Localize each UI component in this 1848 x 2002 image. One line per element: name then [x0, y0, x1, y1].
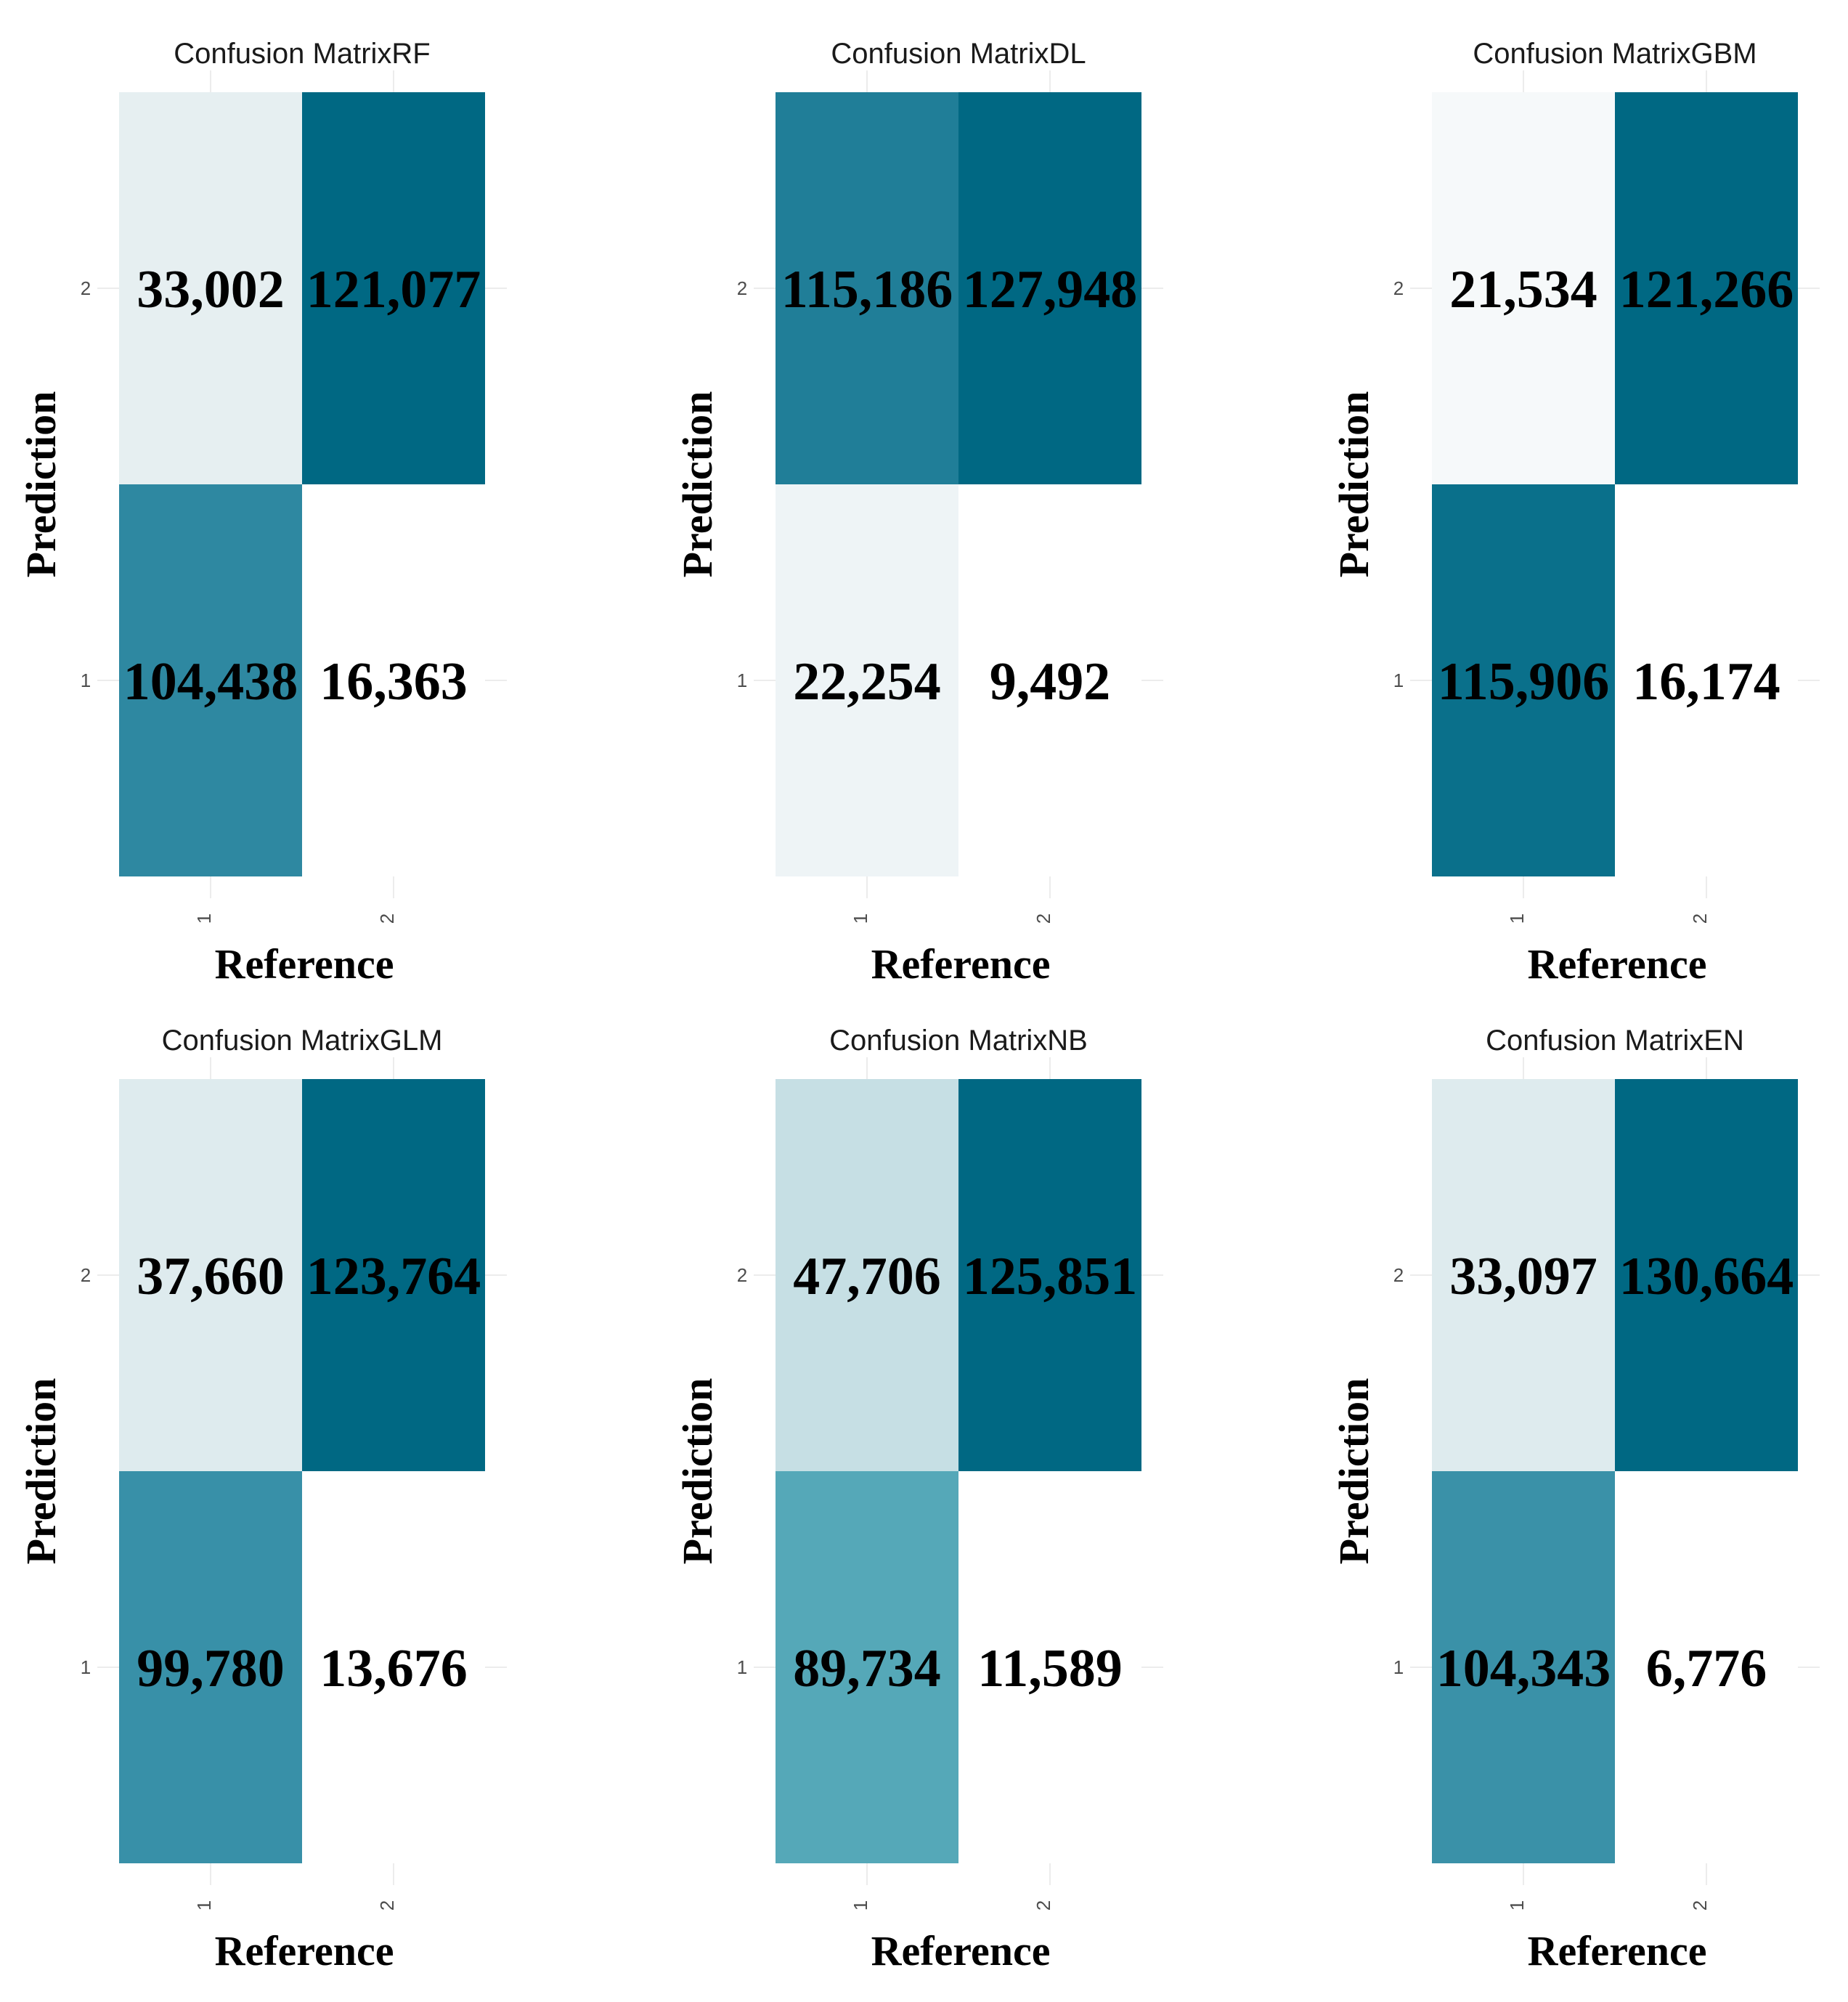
confusion-matrix-panel: Confusion MatrixEN 33,097 130,664 104,343 6,…: [1330, 1025, 1820, 1974]
heatmap-cell: [958, 92, 1141, 484]
heatmap-cell: [776, 1471, 958, 1863]
y-axis-label: Prediction: [674, 391, 721, 578]
y-axis-label: Prediction: [1330, 1378, 1377, 1565]
heatmap-cell: [776, 92, 958, 484]
heatmap-cell: [119, 92, 302, 484]
cell-value-label: 104,438: [123, 652, 298, 712]
heatmap-cell: [776, 1079, 958, 1471]
y-tick-label: 1: [737, 1656, 747, 1678]
heatmap-cell: [776, 484, 958, 876]
cell-value-label: 6,776: [1646, 1639, 1767, 1698]
cell-value-label: 127,948: [963, 260, 1138, 320]
cell-value-label: 11,589: [977, 1639, 1122, 1698]
x-tick-label: 1: [193, 913, 215, 924]
panel-title: Confusion MatrixDL: [831, 38, 1086, 70]
cell-value-label: 16,363: [319, 652, 468, 712]
panel-title: Confusion MatrixGBM: [1473, 38, 1757, 70]
panel-title: Confusion MatrixRF: [174, 38, 430, 70]
cell-value-label: 9,492: [990, 652, 1111, 712]
panel-title: Confusion MatrixNB: [829, 1025, 1088, 1057]
y-tick-label: 2: [1393, 277, 1404, 299]
x-axis-label: Reference: [1528, 940, 1707, 988]
heatmap-cell: [119, 1471, 302, 1863]
x-tick-label: 1: [850, 913, 871, 924]
heatmap-cell: [302, 1079, 485, 1471]
y-axis-label: Prediction: [17, 1378, 65, 1565]
heatmap-cell: [1615, 1471, 1798, 1863]
heatmap-cell: [302, 1471, 485, 1863]
cell-value-label: 121,077: [306, 260, 481, 320]
panel-title: Confusion MatrixGLM: [162, 1025, 443, 1057]
heatmap-cell: [1432, 1079, 1615, 1471]
cell-value-label: 47,706: [793, 1247, 941, 1306]
x-tick-label: 2: [376, 913, 398, 924]
cell-value-label: 121,266: [1619, 260, 1794, 320]
cell-value-label: 13,676: [319, 1639, 468, 1698]
x-axis-label: Reference: [215, 940, 394, 988]
y-tick-label: 2: [737, 277, 747, 299]
x-tick-label: 1: [1506, 1900, 1528, 1911]
heatmap-cell: [1432, 484, 1615, 876]
y-axis-label: Prediction: [674, 1378, 721, 1565]
heatmap-cell: [958, 484, 1141, 876]
y-tick-label: 1: [1393, 670, 1404, 691]
cell-value-label: 104,343: [1436, 1639, 1611, 1698]
x-tick-label: 1: [850, 1900, 871, 1911]
x-axis-label: Reference: [871, 1927, 1051, 1974]
y-tick-label: 2: [737, 1264, 747, 1286]
heatmap-cell: [119, 484, 302, 876]
heatmap-cell: [302, 92, 485, 484]
confusion-matrix-panel: Confusion MatrixNB 47,706 125,851 89,734 11,…: [674, 1025, 1163, 1974]
x-tick-label: 2: [1033, 1900, 1054, 1911]
cell-value-label: 33,002: [137, 260, 285, 320]
cell-value-label: 33,097: [1449, 1247, 1597, 1306]
cell-value-label: 21,534: [1449, 260, 1597, 320]
heatmap-cell: [958, 1079, 1141, 1471]
confusion-matrix-panel: Confusion MatrixGBM 21,534 121,266 115,906 1…: [1330, 38, 1820, 988]
y-tick-label: 2: [1393, 1264, 1404, 1286]
cell-value-label: 125,851: [963, 1247, 1138, 1306]
x-axis-label: Reference: [1528, 1927, 1707, 1974]
heatmap-cell: [1615, 484, 1798, 876]
cell-value-label: 99,780: [137, 1639, 285, 1698]
heatmap-cell: [119, 1079, 302, 1471]
y-tick-label: 1: [1393, 1656, 1404, 1678]
confusion-matrix-panel: Confusion MatrixRF 33,002 121,077 104,438 16…: [17, 38, 507, 988]
confusion-matrix-panel: Confusion MatrixGLM 37,660 123,764 99,780 13…: [17, 1025, 507, 1974]
confusion-matrix-panel: Confusion MatrixDL 115,186 127,948 22,254 9,…: [674, 38, 1163, 988]
x-tick-label: 1: [1506, 913, 1528, 924]
y-axis-label: Prediction: [1330, 391, 1377, 578]
cell-value-label: 115,906: [1438, 652, 1609, 712]
panel-title: Confusion MatrixEN: [1486, 1025, 1744, 1057]
x-axis-label: Reference: [871, 940, 1051, 988]
y-axis-label: Prediction: [17, 391, 65, 578]
cell-value-label: 37,660: [137, 1247, 285, 1306]
heatmap-cell: [302, 484, 485, 876]
cell-value-label: 22,254: [793, 652, 941, 712]
x-tick-label: 2: [376, 1900, 398, 1911]
cell-value-label: 115,186: [781, 260, 953, 320]
heatmap-cell: [1615, 92, 1798, 484]
heatmap-cell: [1615, 1079, 1798, 1471]
x-axis-label: Reference: [215, 1927, 394, 1974]
y-tick-label: 1: [81, 1656, 91, 1678]
cell-value-label: 123,764: [306, 1247, 481, 1306]
y-tick-label: 2: [81, 1264, 91, 1286]
x-tick-label: 2: [1033, 913, 1054, 924]
x-tick-label: 1: [193, 1900, 215, 1911]
y-tick-label: 2: [81, 277, 91, 299]
cell-value-label: 130,664: [1619, 1247, 1794, 1306]
cell-value-label: 89,734: [793, 1639, 941, 1698]
heatmap-cell: [1432, 92, 1615, 484]
cell-value-label: 16,174: [1632, 652, 1780, 712]
y-tick-label: 1: [737, 670, 747, 691]
heatmap-cell: [958, 1471, 1141, 1863]
x-tick-label: 2: [1689, 913, 1711, 924]
heatmap-cell: [1432, 1471, 1615, 1863]
y-tick-label: 1: [81, 670, 91, 691]
x-tick-label: 2: [1689, 1900, 1711, 1911]
